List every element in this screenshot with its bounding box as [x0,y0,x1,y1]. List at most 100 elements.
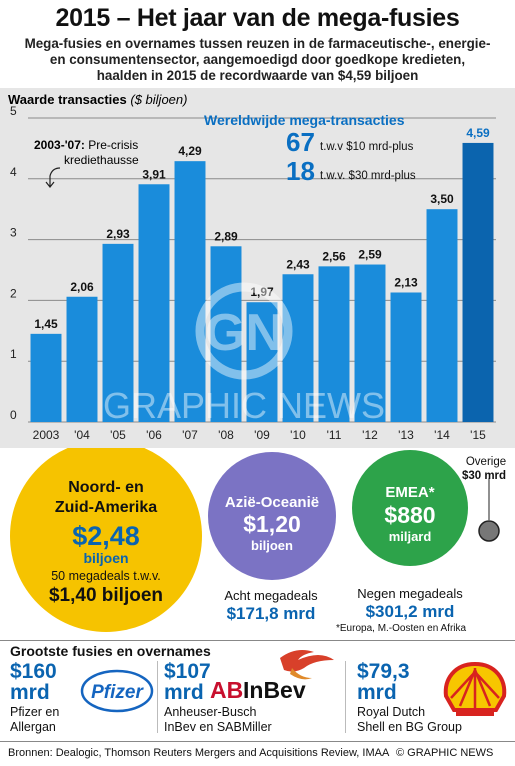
svg-text:GN: GN [205,304,283,362]
abinbev-logo: AB InBev [210,650,334,703]
bar-value-label: 3,91 [142,167,166,181]
y-tick-label: 0 [10,408,17,422]
subtitle: Mega-fusies en overnames tussen reuzen i… [10,36,505,84]
callout-text-2: t.w.v. $30 mrd-plus [320,170,416,182]
bar [102,243,134,422]
deals-heading: Grootste fusies en overnames [10,643,211,659]
bar-value-label: 4,59 [466,126,490,140]
emea-circle [352,450,468,566]
svg-text:GRAPHIC NEWS: GRAPHIC NEWS [103,385,385,426]
x-tick-label: 2003 [33,428,60,442]
bar-value-label: 2,89 [214,229,238,243]
bar [426,209,458,422]
americas-circle [10,448,202,632]
asia-unit: biljoen [251,538,293,553]
svg-text:Pfizer: Pfizer [91,682,144,703]
bar [174,161,206,422]
bar [462,142,494,422]
y-axis-title: Waarde transacties ($ biljoen) [8,92,187,107]
watermark: GN GRAPHIC NEWS [103,282,385,426]
bar-chart: Waarde transacties ($ biljoen) 0 1 2 3 4 5 1,… [0,88,515,448]
americas-unit: biljoen [83,550,129,566]
deal-item-abinbev: $107 mrd Anheuser-Busch InBev en SABMill… [164,660,272,734]
other-value: $30 mrd [461,470,507,482]
copyright: © GRAPHIC NEWS [396,747,494,759]
emea-value: $880 [384,502,436,528]
annotation-arrow [45,167,61,188]
bar [354,264,386,422]
bar [30,333,62,422]
emea-unit: miljard [388,529,432,544]
bar-value-label: 1,45 [34,317,58,331]
subtitle-line-1: Mega-fusies en overnames tussen reuzen i… [24,36,491,51]
emea-note: Negen megadeals [357,586,463,601]
callout-count-1: 67 [286,127,315,157]
annotation-line-2: krediethausse [64,153,139,167]
emea-label: EMEA* [385,484,435,501]
bar-value-label: 1,97 [250,285,274,299]
x-tick-label: '05 [110,428,126,442]
bar [318,266,350,422]
x-tick-label: '04 [74,428,90,442]
subtitle-line-3: haalden in 2015 de recordwaarde van $4,5… [96,68,419,83]
asia-note-value: $171,8 mrd [226,604,316,623]
bar [282,274,314,422]
y-tick-label: 3 [10,226,17,240]
callout-title: Wereldwijde mega-transacties [204,112,405,128]
bar-value-label: 4,29 [178,144,202,158]
bar-value-label: 3,50 [430,192,454,206]
divider [0,640,515,641]
asia-note: Acht megadeals [224,588,318,603]
emea-note-value: $301,2 mrd [365,602,455,621]
svg-text:InBev: InBev [243,677,306,703]
deal-item-pfizer: $160 mrd Pfizer en Allergan [10,660,60,734]
callout-text-1: t.w.v $10 mrd-plus [320,141,414,153]
other-circle [478,520,500,542]
bar [66,296,98,422]
deal-divider-2 [345,661,346,733]
x-tick-label: '11 [327,428,342,442]
asia-circle [208,452,336,580]
x-tick-label: '14 [434,428,450,442]
asia-label: Azië-Oceanië [224,494,320,511]
bar [246,302,278,422]
emea-footnote: *Europa, M.-Oosten en Afrika [336,623,467,634]
footer-divider [0,741,515,742]
subtitle-line-2: en consumentensector, aangemoedigd door … [49,52,466,67]
y-tick-label: 4 [10,165,17,179]
bar [390,292,422,422]
deal-item-shell: $79,3 mrd Royal Dutch Shell en BG Group [357,660,462,734]
annotation-line-1: 2003-'07: Pre-crisis [34,138,138,152]
bar-value-label: 2,59 [358,248,382,262]
bar-value-label: 2,93 [106,227,130,241]
svg-text:AB: AB [210,677,243,703]
bar-value-label: 2,13 [394,275,418,289]
x-tick-label: '10 [290,428,306,442]
bird-icon [280,650,334,672]
sources: Bronnen: Dealogic, Thomson Reuters Merge… [8,747,390,759]
x-tick-label: '09 [254,428,270,442]
deal-divider-1 [157,661,158,733]
y-tick-label: 2 [10,286,17,300]
shell-logo-icon [443,661,507,716]
americas-label: Noord- en Zuid-Amerika [54,479,158,516]
bar [138,184,170,422]
other-label: Overige [465,456,507,468]
x-tick-label: '06 [146,428,162,442]
regions-panel [10,448,500,632]
pfizer-logo: Pfizer [80,669,154,713]
y-tick-label: 5 [10,104,17,118]
bar-value-label: 2,06 [70,280,94,294]
americas-note-value: $1,40 biljoen [48,585,164,606]
page-title: 2015 – Het jaar van de mega-fusies [55,4,460,32]
asia-value: $1,20 [243,511,301,537]
x-tick-label: '08 [218,428,234,442]
bar-value-label: 2,56 [322,249,346,263]
x-tick-label: '12 [362,428,378,442]
y-tick-label: 1 [10,347,17,361]
x-tick-label: '13 [398,428,414,442]
bar [210,246,242,422]
callout-count-2: 18 [286,156,315,186]
americas-value: $2,48 [72,521,140,551]
x-tick-label: '15 [470,428,486,442]
